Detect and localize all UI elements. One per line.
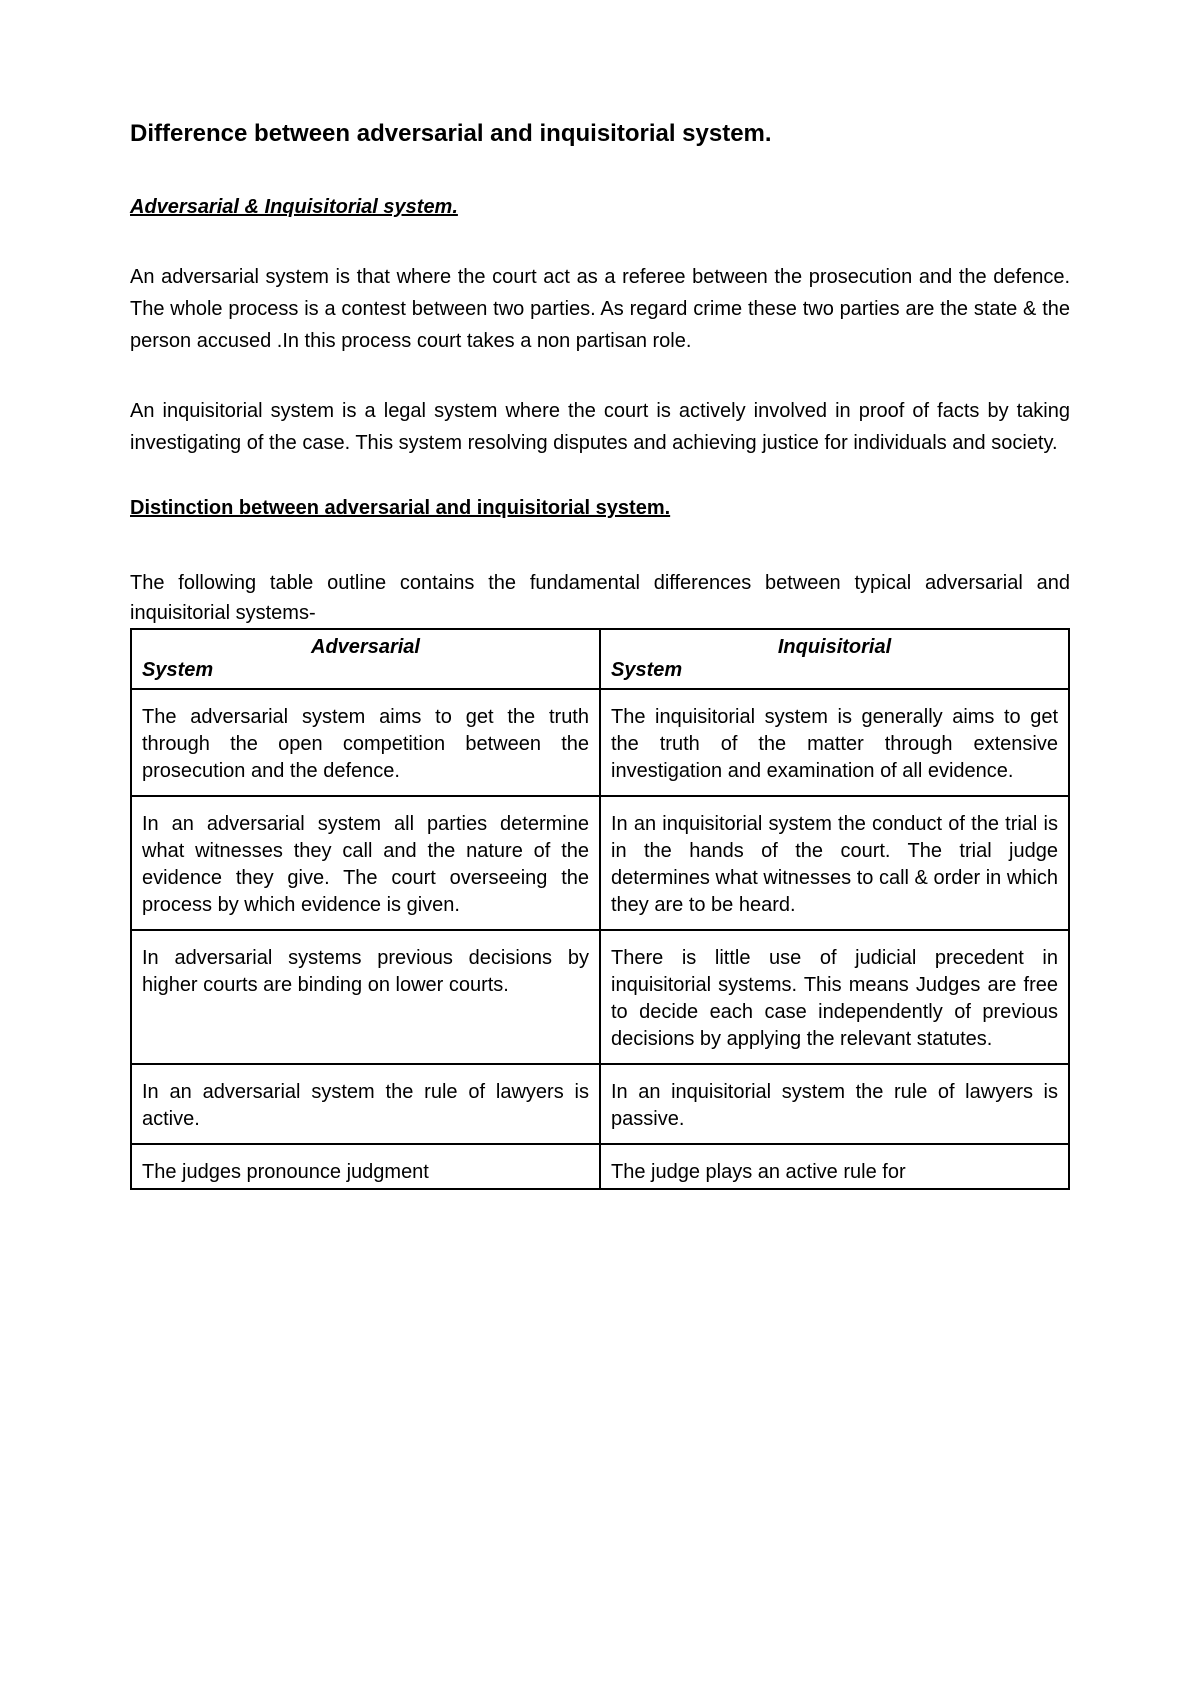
distinction-heading: Distinction between adversarial and inqu… [130,497,1070,520]
header-adversarial: Adversarial System [131,629,600,689]
paragraph-inquisitorial: An inquisitorial system is a legal syste… [130,395,1070,459]
table-row: The judges pronounce judgment The judge … [131,1144,1069,1189]
header-left-top: Adversarial [142,636,589,659]
table-row: In an adversarial system all parties det… [131,796,1069,930]
header-right-bottom: System [611,659,1058,682]
table-row: The adversarial system aims to get the t… [131,689,1069,796]
cell-right: In an inquisitorial system the rule of l… [600,1064,1069,1144]
table-row: In an adversarial system the rule of law… [131,1064,1069,1144]
cell-left: In adversarial systems previous decision… [131,930,600,1064]
header-right-top: Inquisitorial [611,636,1058,659]
cell-right: The inquisitorial system is generally ai… [600,689,1069,796]
header-left-bottom: System [142,659,589,682]
cell-right: The judge plays an active rule for [600,1144,1069,1189]
table-row: In adversarial systems previous decision… [131,930,1069,1064]
cell-left: The adversarial system aims to get the t… [131,689,600,796]
table-intro: The following table outline contains the… [130,568,1070,628]
table-header-row: Adversarial System Inquisitorial System [131,629,1069,689]
paragraph-adversarial: An adversarial system is that where the … [130,261,1070,357]
section-heading: Adversarial & Inquisitorial system. [130,196,1070,219]
cell-left: In an adversarial system all parties det… [131,796,600,930]
cell-right: In an inquisitorial system the conduct o… [600,796,1069,930]
header-inquisitorial: Inquisitorial System [600,629,1069,689]
cell-right: There is little use of judicial preceden… [600,930,1069,1064]
page-title: Difference between adversarial and inqui… [130,120,1070,148]
cell-left: In an adversarial system the rule of law… [131,1064,600,1144]
cell-left: The judges pronounce judgment [131,1144,600,1189]
comparison-table: Adversarial System Inquisitorial System … [130,628,1070,1190]
